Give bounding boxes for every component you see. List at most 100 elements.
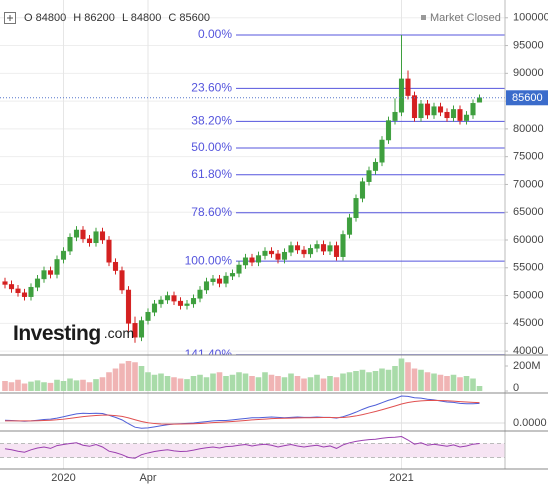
rsi-band: [0, 443, 505, 458]
y-tick-label: 70000: [513, 178, 544, 190]
volume-bar: [229, 374, 236, 391]
macd-line: [4, 395, 480, 429]
candle-body: [463, 114, 470, 121]
volume-bar: [223, 376, 229, 391]
volume-bar: [54, 379, 60, 391]
fib-label: 23.60%: [191, 81, 232, 95]
volume-bar: [301, 378, 307, 391]
volume-bar: [294, 376, 301, 391]
ohlc-legend: O 84800 H 86200 L 84800 C 85600: [24, 12, 210, 24]
candle-body: [392, 111, 398, 121]
candle-body: [242, 257, 249, 266]
volume-bar: [60, 381, 67, 391]
volume-bar: [164, 376, 171, 391]
volume-bar: [210, 373, 216, 391]
candle-body: [229, 273, 236, 277]
volume-bar: [457, 377, 463, 391]
candle-body: [28, 286, 34, 297]
volume-bar: [398, 358, 405, 391]
logo-main: Investing: [13, 322, 101, 345]
rsi-line: [4, 435, 480, 459]
volume-bar: [470, 378, 476, 391]
fib-label: 61.80%: [191, 167, 232, 181]
candle-body: [470, 103, 476, 116]
candle-body: [8, 284, 15, 290]
ohlc-key: L: [122, 12, 128, 24]
volume-bar: [444, 376, 450, 391]
volume-bar: [437, 374, 444, 391]
candle-body: [73, 229, 80, 238]
candle-body: [301, 249, 307, 255]
candle-body: [190, 298, 197, 305]
indicator-panels: [0, 358, 505, 459]
crosshair-button[interactable]: [4, 12, 16, 24]
candle-body: [398, 78, 405, 113]
x-tick-label: 2021: [389, 472, 413, 484]
volume-bar: [249, 376, 255, 391]
volume-bar: [138, 366, 145, 391]
volume-bar: [132, 362, 138, 391]
candle-body: [99, 231, 106, 241]
volume-bar: [268, 374, 275, 391]
volume-bar: [346, 372, 353, 391]
volume-bar: [366, 372, 372, 391]
fib-label: 100.00%: [185, 253, 233, 267]
y-tick-label: 90000: [513, 67, 544, 79]
fib-label: 0.00%: [198, 27, 232, 41]
volume-bar: [353, 371, 359, 391]
candle-body: [15, 288, 21, 294]
candle-body: [177, 300, 184, 306]
volume-bar: [359, 369, 366, 391]
volume-bar: [288, 373, 294, 391]
candle-body: [255, 255, 262, 263]
y-tick-label: 75000: [513, 151, 544, 163]
volume-bar: [190, 376, 197, 391]
volume-bar: [80, 379, 86, 391]
fib-label: 141.40%: [185, 347, 233, 361]
candle-body: [93, 231, 99, 244]
volume-bar: [463, 376, 470, 391]
volume-bar: [158, 373, 164, 391]
candle-body: [164, 295, 171, 301]
volume-bar: [372, 371, 379, 391]
candle-body: [431, 106, 437, 116]
volume-bar: [385, 369, 392, 391]
volume-bar: [424, 372, 431, 391]
candle-body: [216, 278, 223, 284]
candle-body: [47, 270, 54, 275]
volume-tick-label: 200M: [513, 360, 541, 372]
candle-body: [314, 244, 320, 249]
candle-body: [372, 161, 379, 171]
volume-bar: [112, 368, 119, 391]
volume-bar: [392, 366, 398, 391]
candle-body: [268, 250, 275, 255]
volume-bar: [67, 378, 73, 391]
candle-body: [210, 278, 216, 282]
price-panel: 0.00% 23.60% 38.20% 50.00% 61.80% 78.60% 100.0…: [0, 27, 505, 361]
candle-body: [307, 248, 314, 255]
y-tick-label: 60000: [513, 234, 544, 246]
logo: Investing .com: [13, 322, 134, 345]
candle-body: [2, 281, 8, 285]
volume-bar: [476, 386, 483, 391]
candle-body: [476, 97, 483, 103]
candle-body: [197, 289, 203, 299]
volume-bar: [327, 376, 333, 391]
macd-tick-label: 0.0000: [513, 417, 547, 429]
candle-body: [171, 295, 177, 302]
ohlc-key: C: [168, 12, 176, 24]
candle-body: [444, 111, 450, 119]
volume-bar: [431, 373, 437, 391]
volume-bar: [2, 381, 8, 391]
y-tick-label: 80000: [513, 123, 544, 135]
y-tick-label: 50000: [513, 289, 544, 301]
x-tick-label: 2020: [51, 472, 75, 484]
candle-body: [236, 264, 242, 274]
ohlc-value: 85600: [179, 12, 210, 24]
candle-body: [262, 250, 268, 256]
candle-body: [353, 198, 359, 219]
volume-bar: [203, 377, 210, 391]
